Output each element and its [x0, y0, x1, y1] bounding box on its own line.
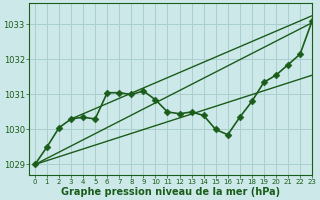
X-axis label: Graphe pression niveau de la mer (hPa): Graphe pression niveau de la mer (hPa) — [61, 187, 280, 197]
